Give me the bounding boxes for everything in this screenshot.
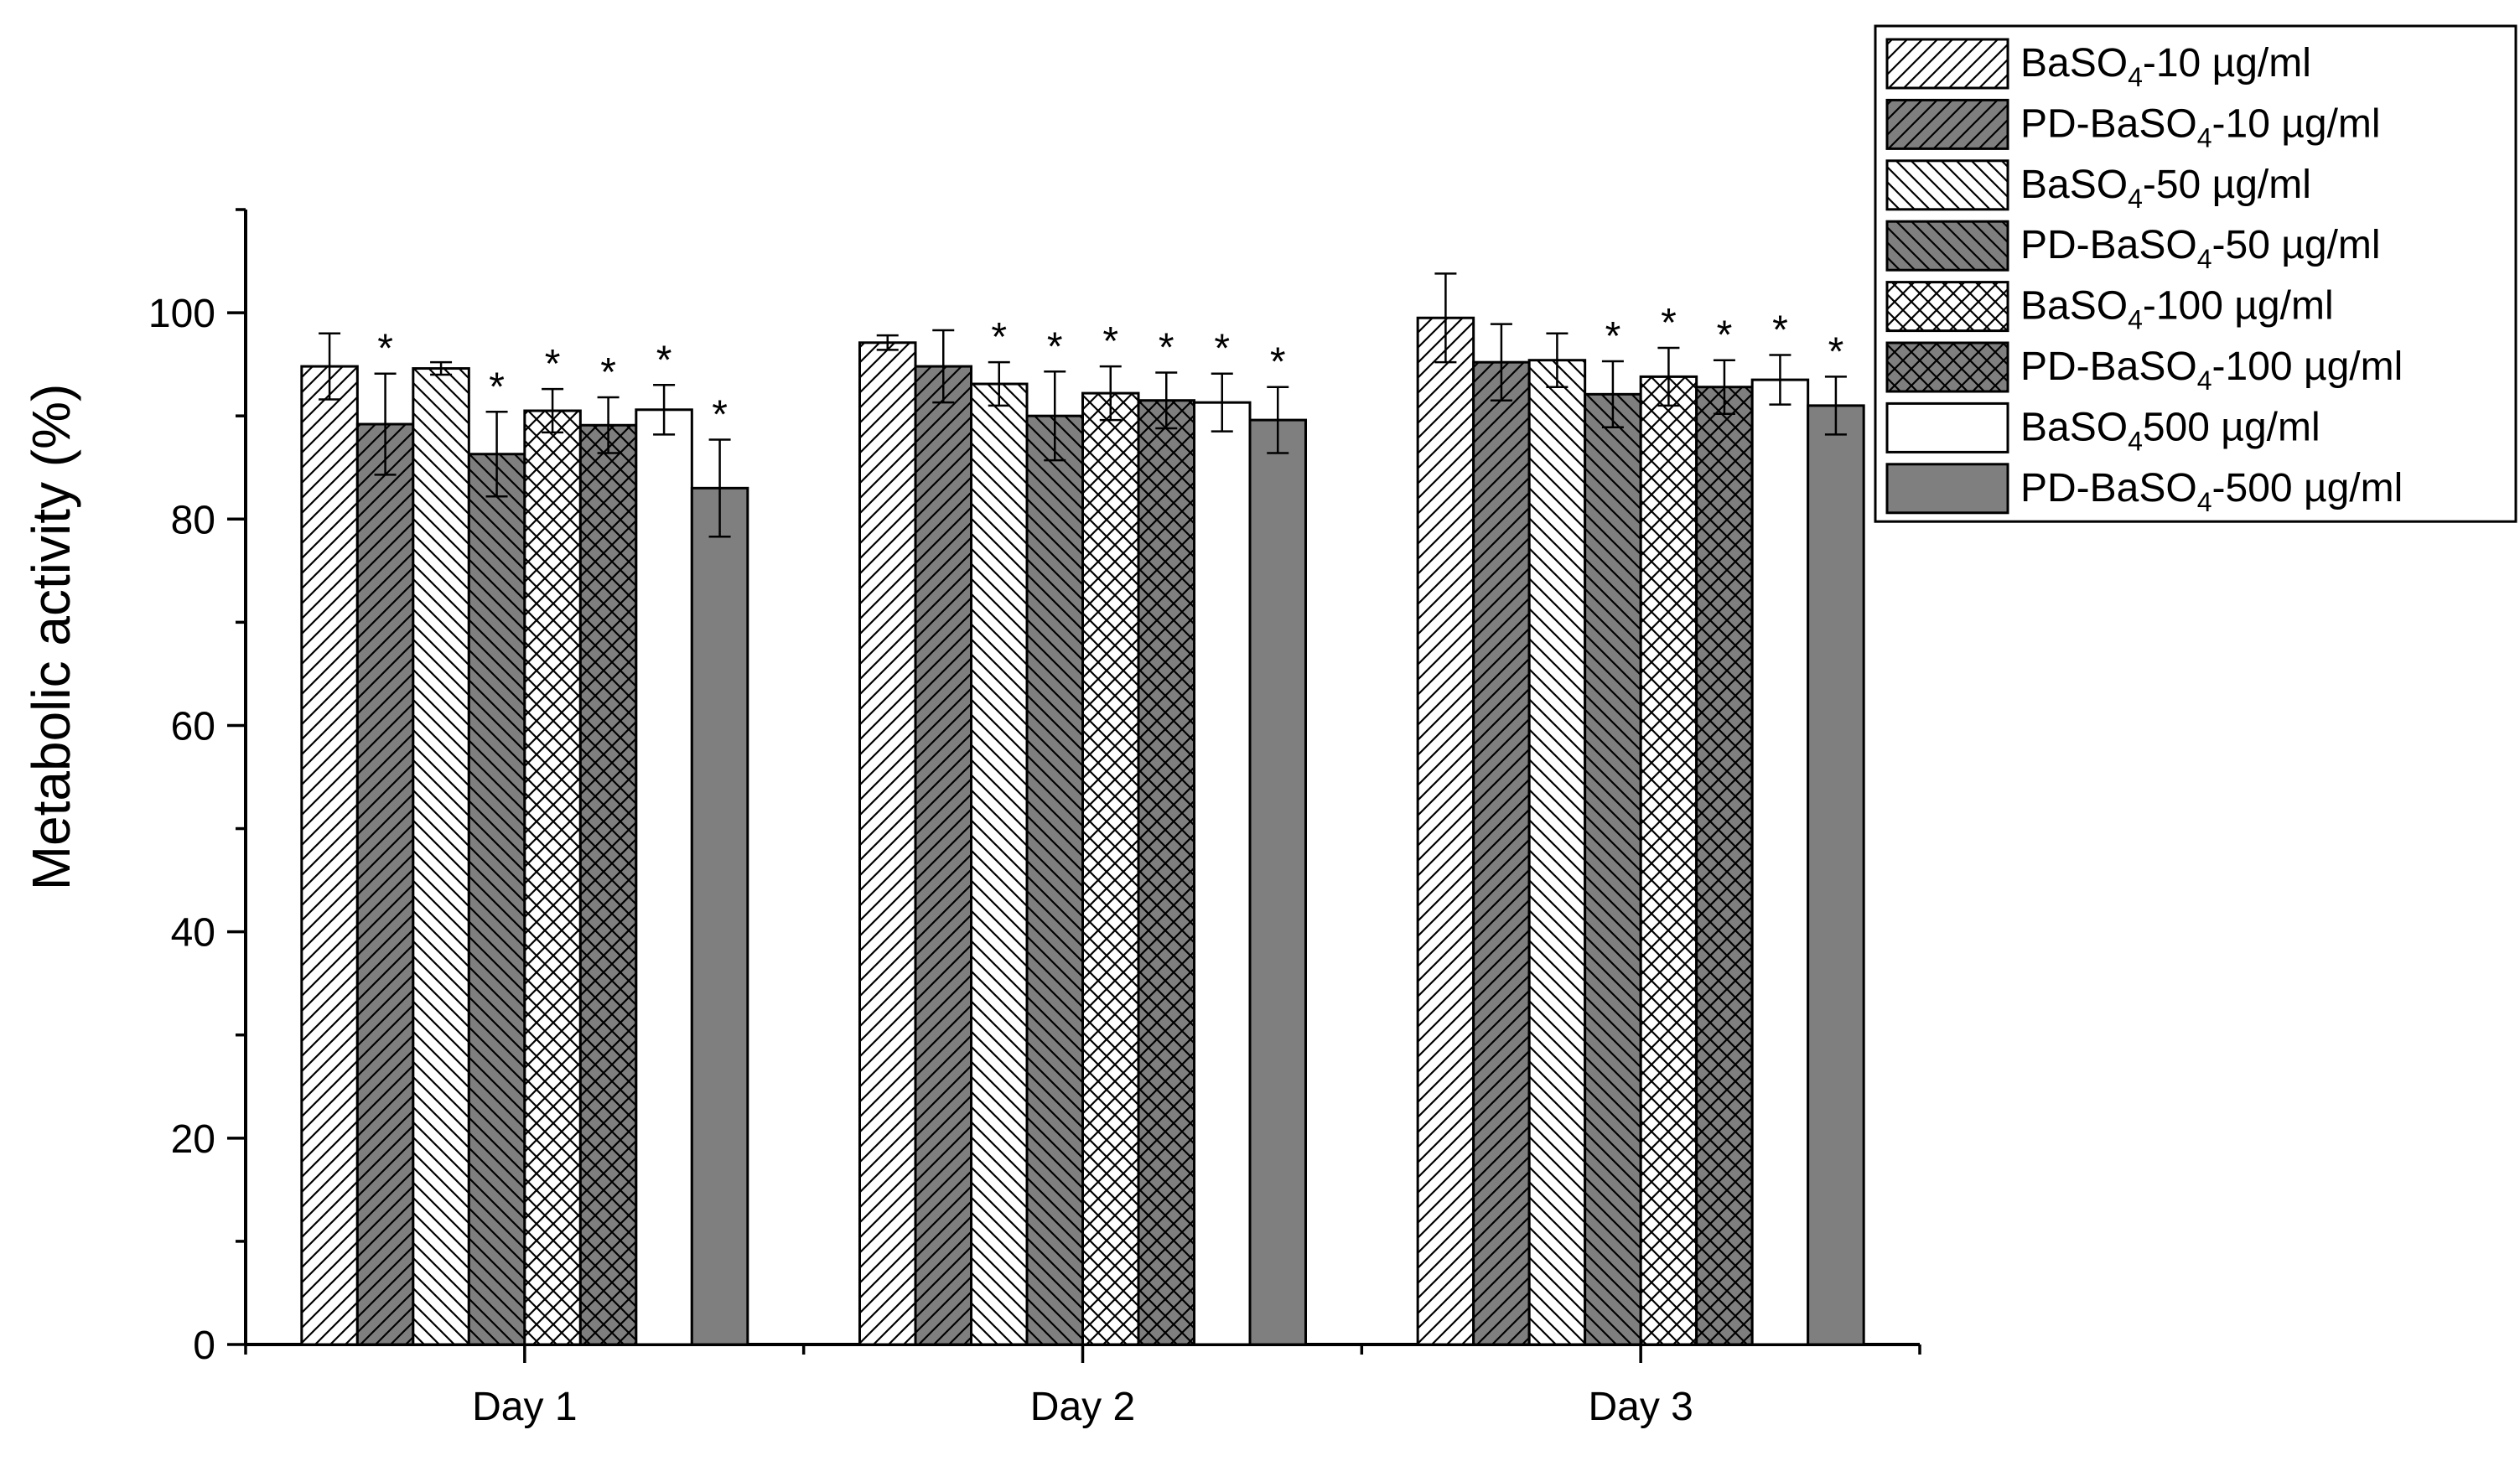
legend-label: PD-BaSO4-10 µg/ml <box>2020 101 2381 153</box>
bar <box>1472 360 1531 1346</box>
bar <box>412 367 470 1346</box>
significance-star: * <box>1159 325 1174 370</box>
bar <box>1193 401 1252 1346</box>
bars <box>300 316 1865 1346</box>
bar <box>914 365 972 1346</box>
significance-star: * <box>1717 313 1733 358</box>
significance-star: * <box>1828 329 1844 374</box>
bar <box>1137 399 1195 1346</box>
significance-star: * <box>600 350 616 395</box>
legend-label: BaSO4-50 µg/ml <box>2020 163 2311 214</box>
significance-star: * <box>1214 327 1230 371</box>
significance-star: * <box>489 365 505 409</box>
significance-star: * <box>1772 308 1788 353</box>
bar <box>635 408 693 1346</box>
bar <box>1248 418 1307 1346</box>
bar <box>355 422 415 1346</box>
legend: BaSO4-10 µg/ml PD-BaSO4-10 µg/ml BaSO4-50 … <box>1874 24 2517 523</box>
y-tick-label: 40 <box>171 911 215 956</box>
bar <box>1025 414 1084 1346</box>
bar <box>1527 359 1587 1346</box>
bar <box>1807 404 1865 1346</box>
significance-star: * <box>377 327 393 371</box>
significance-star: * <box>991 315 1007 360</box>
legend-label: PD-BaSO4-50 µg/ml <box>2020 223 2381 274</box>
x-tick-label: Day 1 <box>472 1385 577 1429</box>
significance-star: * <box>1102 319 1118 364</box>
legend-label: BaSO4500 µg/ml <box>2020 405 2320 456</box>
legend-label: BaSO4-100 µg/ml <box>2020 284 2334 335</box>
significance-star: * <box>1270 340 1286 385</box>
error-bars <box>319 272 1847 538</box>
legend-label: PD-BaSO4-100 µg/ml <box>2020 345 2403 396</box>
legend-swatch <box>1885 159 2009 211</box>
y-tick-label: 80 <box>171 498 215 542</box>
bar <box>858 341 917 1346</box>
legend-swatch <box>1885 402 2009 453</box>
legend-swatch <box>1885 463 2009 515</box>
bar <box>1695 386 1754 1346</box>
legend-swatch <box>1885 341 2009 393</box>
bar <box>690 486 749 1346</box>
significance-star: * <box>1605 314 1621 359</box>
significance-star: * <box>712 392 728 437</box>
y-tick-label: 0 <box>193 1324 215 1368</box>
bar <box>1584 392 1642 1346</box>
y-tick-label: 20 <box>171 1117 215 1162</box>
x-tick-label: Day 2 <box>1030 1385 1135 1429</box>
bar <box>578 423 638 1346</box>
significance-star: * <box>1047 324 1063 369</box>
bar <box>467 453 526 1346</box>
bar <box>970 382 1029 1346</box>
legend-label: PD-BaSO4-500 µg/ml <box>2020 466 2403 517</box>
x-tick-label: Day 3 <box>1588 1385 1693 1429</box>
x-axis-ticks: Day 1 Day 2 Day 3 <box>244 1344 1921 1429</box>
legend-swatch <box>1885 220 2009 272</box>
bar <box>1639 375 1698 1346</box>
bar <box>1081 391 1140 1346</box>
y-tick-label: 100 <box>148 292 215 336</box>
y-axis-title: Metabolic activity (%) <box>21 384 81 891</box>
legend-swatch <box>1885 281 2009 333</box>
bar <box>1416 316 1475 1346</box>
significance-markers: * * * * * * * * * * * * * * * * * <box>377 301 1843 438</box>
legend-swatch <box>1885 38 2009 90</box>
legend-label: BaSO4-10 µg/ml <box>2020 41 2311 92</box>
significance-star: * <box>656 338 672 382</box>
bar <box>300 365 359 1346</box>
bar <box>523 409 582 1346</box>
significance-star: * <box>1661 301 1677 345</box>
y-tick-label: 60 <box>171 704 215 749</box>
bar <box>1750 378 1810 1346</box>
significance-star: * <box>545 342 561 386</box>
y-axis-ticks: 0 20 40 60 80 100 <box>148 208 246 1368</box>
legend-swatch <box>1885 98 2009 150</box>
